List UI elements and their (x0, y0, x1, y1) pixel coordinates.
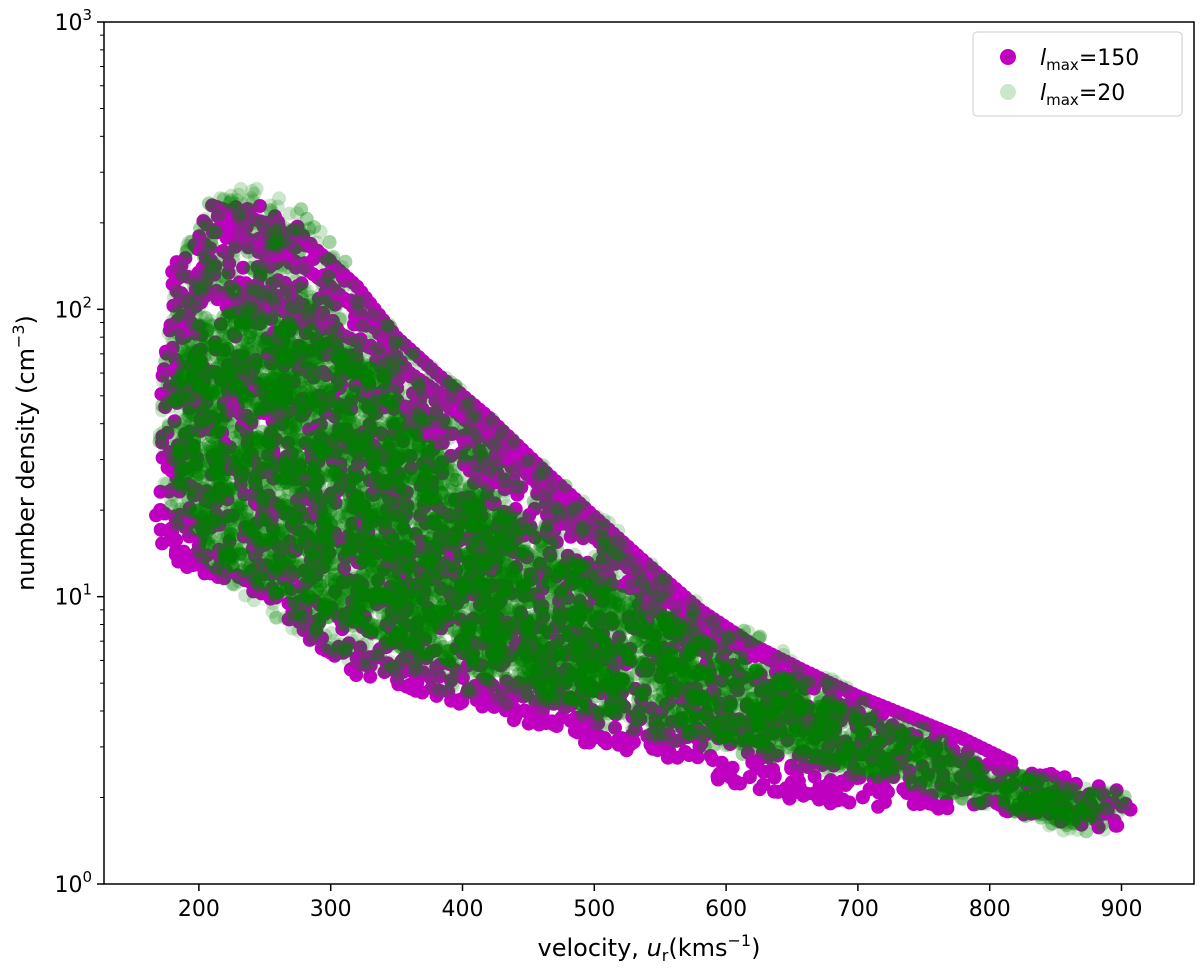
data-point-series-0 (528, 530, 543, 545)
data-point-series-0 (155, 536, 170, 551)
data-point-series-0 (169, 543, 183, 558)
data-point-series-0 (619, 743, 634, 758)
data-point-series-0 (216, 244, 230, 258)
data-point-series-0 (558, 557, 573, 572)
data-point-series-0 (252, 199, 267, 213)
data-point-series-1 (442, 431, 457, 446)
data-point-series-0 (788, 784, 803, 799)
data-point-series-0 (817, 789, 832, 804)
data-point-series-0 (728, 776, 742, 791)
data-point-series-0 (182, 401, 197, 416)
data-point-series-1 (644, 557, 659, 572)
data-point-series-1 (521, 453, 536, 467)
data-point-series-0 (752, 782, 767, 797)
data-point-series-0 (1110, 818, 1125, 833)
data-point-series-0 (506, 713, 521, 728)
data-point-series-0 (460, 658, 475, 673)
data-point-series-0 (532, 717, 547, 732)
points-layer (149, 181, 1138, 839)
data-point-series-0 (413, 508, 428, 523)
data-point-series-0 (475, 699, 490, 714)
data-point-series-0 (855, 790, 870, 805)
data-point-series-0 (767, 784, 782, 799)
data-point-series-0 (830, 792, 845, 807)
data-point-series-0 (213, 317, 228, 332)
data-point-series-0 (712, 766, 727, 781)
data-point-series-0 (742, 770, 757, 785)
data-point-series-0 (612, 630, 626, 645)
data-point-series-0 (682, 748, 697, 763)
